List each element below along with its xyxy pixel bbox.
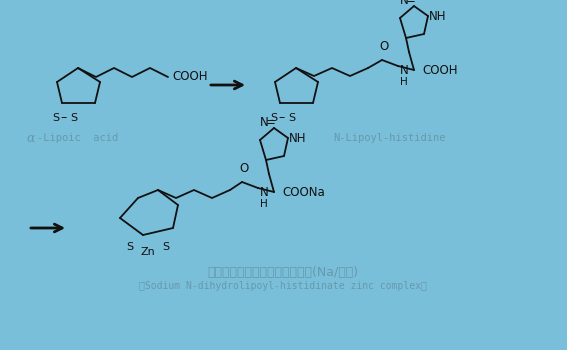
Text: N: N [400,0,408,7]
Text: S: S [162,242,170,252]
Text: NH: NH [429,9,447,22]
Text: –: – [61,112,67,125]
Text: S: S [70,113,78,123]
Text: =: = [406,0,416,7]
Text: –: – [279,112,285,125]
Text: H: H [260,199,268,209]
Text: （Sodium N-dihydrolipoyl-histidinate zinc complex）: （Sodium N-dihydrolipoyl-histidinate zinc… [139,281,427,291]
Text: N: N [260,186,268,198]
Text: O: O [379,40,388,52]
Text: COONa: COONa [282,186,325,198]
Text: =: = [266,117,276,130]
Text: ヒスチジンジチオオクタナミド(Na/亜鉛): ヒスチジンジチオオクタナミド(Na/亜鉛) [208,266,358,279]
Text: S: S [126,242,134,252]
Text: Zn: Zn [141,247,155,257]
Text: N: N [260,117,268,130]
Text: COOH: COOH [422,63,458,77]
Text: α: α [27,132,35,145]
Text: S: S [52,113,60,123]
Text: COOH: COOH [172,70,208,84]
Text: S: S [289,113,295,123]
Text: H: H [400,77,408,87]
Text: -Lipoic  acid: -Lipoic acid [37,133,119,143]
Text: N: N [400,63,408,77]
Text: NH: NH [289,132,307,145]
Text: N-Lipoyl-histidine: N-Lipoyl-histidine [334,133,446,143]
Text: O: O [239,162,248,175]
Text: S: S [270,113,278,123]
